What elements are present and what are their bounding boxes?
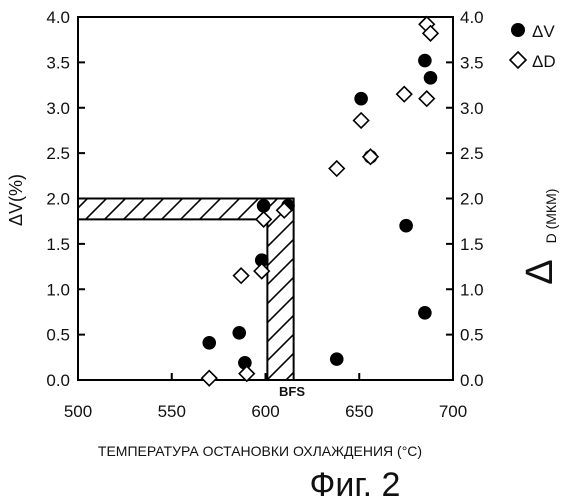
delta-d-point [354,113,369,128]
hatch-line [569,0,582,420]
hatch-line [0,0,210,420]
y-tick-label-right: 4.0 [460,8,484,27]
x-tick-label: 650 [345,402,373,421]
hatch-line [436,0,582,420]
delta-d-point [256,212,271,227]
hatch-line [0,0,248,420]
x-tick-label: 500 [64,402,92,421]
x-tick-label: 550 [158,402,186,421]
y-tick-label-left: 1.0 [46,280,70,299]
y-axis-right: 0.0 0.5 1.0 1.5 2.0 2.5 3.0 3.5 4.0 [446,8,484,390]
y-tick-label-left: 1.5 [46,235,70,254]
delta-v-point [257,199,271,213]
delta-d-point [397,87,412,102]
y-tick-label-left: 0.0 [46,371,70,390]
y-axis-right-title-main: Δ [519,259,561,284]
y-tick-label-left: 2.0 [46,190,70,209]
hatch-line [474,0,582,420]
hatch-line [569,0,582,420]
y-tick-label-right: 3.5 [460,53,484,72]
delta-d-point [202,371,217,386]
x-axis-title: ТЕМПЕРАТУРА ОСТАНОВКИ ОХЛАЖДЕНИЯ (°C) [98,443,422,459]
hatch-line [0,0,210,420]
y-tick-label-right: 2.0 [460,190,484,209]
y-tick-label-left: 3.5 [46,53,70,72]
y-axis-right-title-sub: D (МКМ) [543,189,559,244]
y-tick-label-right: 3.0 [460,99,484,118]
delta-v-point [418,306,432,320]
delta-v-point [330,352,344,366]
delta-v-point [232,326,246,340]
x-tick-label: 600 [251,402,279,421]
y-tick-label-right: 2.5 [460,144,484,163]
legend: ΔV ΔD [510,22,556,71]
y-tick-label-left: 4.0 [46,8,70,27]
legend-label-delta-d: ΔD [532,52,556,71]
delta-v-point [424,71,438,85]
hatch-line [151,0,571,420]
y-tick-label-left: 3.0 [46,99,70,118]
legend-marker-delta-d [510,52,526,68]
legend-marker-delta-v [511,23,525,37]
delta-v-point [418,54,432,68]
hatch-line [474,0,582,420]
delta-d-point [419,91,434,106]
hatch-line [151,0,571,420]
legend-label-delta-v: ΔV [532,22,555,41]
hatch-line [0,0,248,420]
delta-v-point [399,219,413,233]
delta-v-point [202,336,216,350]
y-tick-label-right: 1.5 [460,235,484,254]
y-axis-left-title: ΔV(%) [6,174,26,226]
figure-caption: Фиг. 2 [310,466,401,500]
hatch-line [436,0,582,420]
delta-d-point [329,161,344,176]
y-tick-label-right: 0.0 [460,371,484,390]
y-tick-label-left: 2.5 [46,144,70,163]
series-delta-v [202,54,437,370]
delta-v-point [354,92,368,106]
y-tick-label-right: 1.0 [460,280,484,299]
x-tick-label: 700 [439,402,467,421]
bfs-annotation: BFS [279,384,305,399]
delta-d-point [363,149,378,164]
y-tick-label-left: 0.5 [46,326,70,345]
y-tick-label-right: 0.5 [460,326,484,345]
delta-d-point [234,268,249,283]
y-axis-left: 0.0 0.5 1.0 1.5 2.0 2.5 3.0 3.5 4.0 [46,8,85,390]
